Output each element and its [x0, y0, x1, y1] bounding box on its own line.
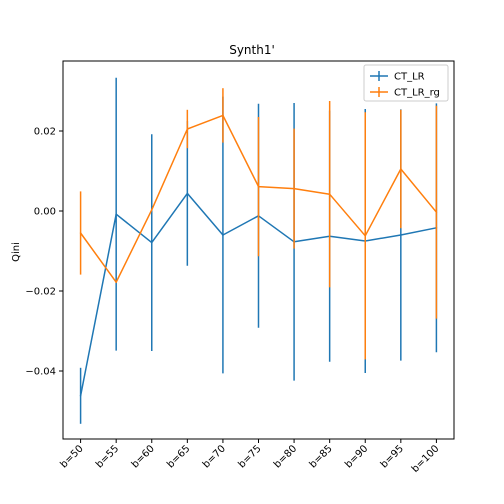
legend-label: CT_LR_rg — [394, 88, 440, 99]
series-2-point — [115, 281, 117, 284]
series-2-point — [328, 193, 331, 195]
y-tick-label: −0.02 — [25, 287, 56, 298]
x-tick-label: b=70 — [201, 443, 228, 470]
chart-title: Synth1' — [229, 43, 275, 57]
legend: CT_LR CT_LR_rg — [363, 64, 449, 102]
x-tick-label: b=85 — [308, 443, 335, 470]
y-tick-label: 0.02 — [34, 127, 56, 138]
x-tick-label: b=65 — [165, 443, 192, 470]
x-tick-label: b=90 — [343, 443, 370, 470]
series-1-point — [150, 241, 153, 244]
series-2-point — [293, 187, 295, 190]
series-2-point — [186, 128, 189, 130]
series-2-point — [79, 232, 82, 234]
x-tick-label: b=80 — [272, 443, 299, 470]
x-tick-label: b=55 — [94, 443, 121, 470]
axes-frame — [62, 60, 455, 440]
series-2-point — [150, 209, 153, 211]
y-tick-label: 0.00 — [34, 207, 56, 218]
x-tick-label: b=100 — [410, 443, 442, 475]
series-1-point — [115, 213, 117, 215]
y-tick-label: −0.04 — [25, 367, 56, 378]
series-2-point — [222, 114, 224, 117]
series-1-point — [79, 395, 82, 397]
series-2-point — [364, 235, 367, 237]
x-tick-label: b=95 — [379, 443, 406, 470]
x-tick-label: b=75 — [236, 443, 263, 470]
x-tick-label: b=50 — [59, 443, 86, 470]
y-axis-label: Qini — [11, 242, 22, 262]
series-2-point — [257, 185, 260, 188]
series-2-point — [400, 168, 402, 170]
series-1-point — [222, 234, 224, 236]
series-2-point — [435, 211, 438, 213]
legend-label: CT_LR — [394, 72, 425, 83]
x-tick-label: b=60 — [130, 443, 157, 470]
plot-area: b=50 b=55 b=60 b=65 b=70 b=75 b=80 b=85 b=90 b=95… — [25, 77, 442, 475]
series-1-point — [400, 234, 402, 236]
series-1-point — [186, 192, 189, 195]
